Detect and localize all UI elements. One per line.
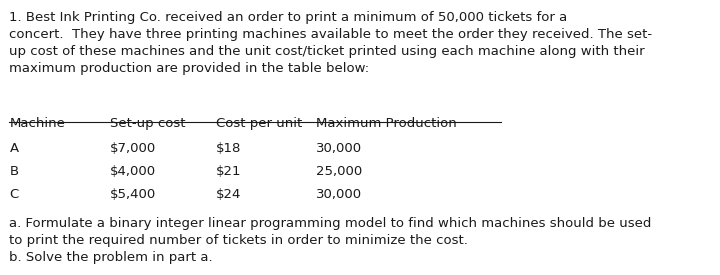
Text: B: B xyxy=(9,165,19,178)
Text: $21: $21 xyxy=(216,165,242,178)
Text: to print the required number of tickets in order to minimize the cost.: to print the required number of tickets … xyxy=(9,234,468,247)
Text: 1. Best Ink Printing Co. received an order to print a minimum of 50,000 tickets : 1. Best Ink Printing Co. received an ord… xyxy=(9,11,567,24)
Text: up cost of these machines and the unit cost/ticket printed using each machine al: up cost of these machines and the unit c… xyxy=(9,45,645,58)
Text: b. Solve the problem in part a.: b. Solve the problem in part a. xyxy=(9,251,213,264)
Text: $5,400: $5,400 xyxy=(109,188,156,201)
Text: Cost per unit: Cost per unit xyxy=(216,117,302,130)
Text: Machine: Machine xyxy=(9,117,66,130)
Text: $4,000: $4,000 xyxy=(109,165,156,178)
Text: 30,000: 30,000 xyxy=(316,188,362,201)
Text: $18: $18 xyxy=(216,142,241,155)
Text: maximum production are provided in the table below:: maximum production are provided in the t… xyxy=(9,62,369,75)
Text: 25,000: 25,000 xyxy=(316,165,363,178)
Text: concert.  They have three printing machines available to meet the order they rec: concert. They have three printing machin… xyxy=(9,28,652,41)
Text: $24: $24 xyxy=(216,188,241,201)
Text: a. Formulate a binary integer linear programming model to find which machines sh: a. Formulate a binary integer linear pro… xyxy=(9,217,652,230)
Text: C: C xyxy=(9,188,19,201)
Text: $7,000: $7,000 xyxy=(109,142,156,155)
Text: A: A xyxy=(9,142,19,155)
Text: 30,000: 30,000 xyxy=(316,142,362,155)
Text: Set-up cost: Set-up cost xyxy=(109,117,185,130)
Text: Maximum Production: Maximum Production xyxy=(316,117,457,130)
